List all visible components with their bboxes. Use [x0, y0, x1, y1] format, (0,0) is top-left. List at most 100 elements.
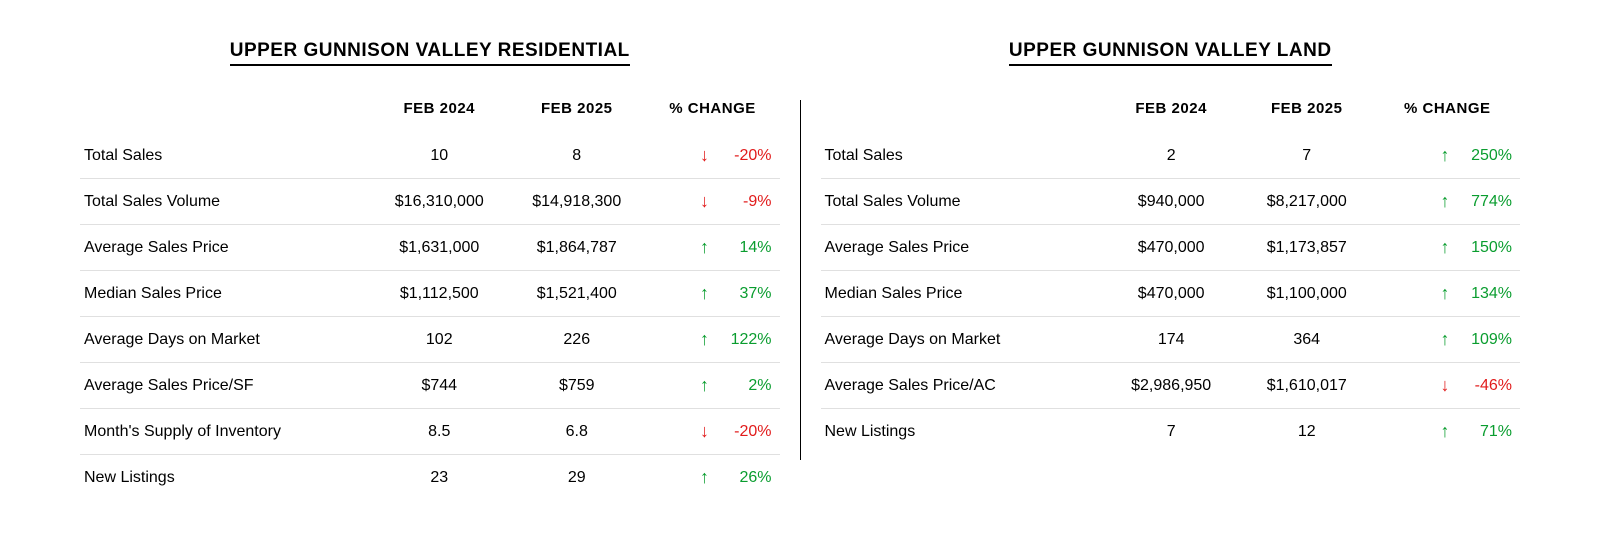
metric-label: Average Sales Price [80, 225, 371, 271]
metric-label: Median Sales Price [80, 271, 371, 317]
percent-change-value: -9% [724, 193, 772, 211]
percent-change: ↑134% [1375, 271, 1520, 317]
percent-change-value: 14% [724, 239, 772, 257]
percent-change: ↑250% [1375, 133, 1520, 179]
percent-change-value: 2% [724, 377, 772, 395]
metric-label: New Listings [80, 455, 371, 501]
percent-change: ↓-20% [645, 409, 779, 455]
percent-change-value: 71% [1464, 423, 1512, 441]
col-change: % CHANGE [645, 92, 779, 133]
percent-change: ↑ 37% [645, 271, 779, 317]
land-title-text: UPPER GUNNISON VALLEY LAND [1009, 40, 1332, 66]
arrow-up-icon: ↑ [696, 467, 714, 488]
value-feb-2024: 10 [371, 133, 508, 179]
value-feb-2025: 6.8 [508, 409, 645, 455]
comparison-report: UPPER GUNNISON VALLEY RESIDENTIAL FEB 20… [0, 0, 1600, 533]
percent-change: ↓-46% [1375, 363, 1520, 409]
value-feb-2024: 102 [371, 317, 508, 363]
metric-label: Month's Supply of Inventory [80, 409, 371, 455]
percent-change: ↑ 109% [1375, 317, 1520, 363]
percent-change-value: 122% [724, 331, 772, 349]
table-row: Average Sales Price/AC$2,986,950$1,610,0… [821, 363, 1521, 409]
value-feb-2024: 23 [371, 455, 508, 501]
metric-label: Median Sales Price [821, 271, 1104, 317]
arrow-up-icon: ↑ [696, 375, 714, 396]
value-feb-2025: $1,173,857 [1239, 225, 1375, 271]
land-panel: UPPER GUNNISON VALLEY LAND FEB 2024 FEB … [801, 30, 1541, 513]
percent-change-value: 26% [724, 469, 772, 487]
metric-label: Total Sales [80, 133, 371, 179]
table-row: Average Sales Price/SF$744$759 ↑ 2% [80, 363, 780, 409]
percent-change-value: -20% [724, 423, 772, 441]
col-feb-2025: FEB 2025 [1239, 92, 1375, 133]
percent-change-value: 134% [1464, 285, 1512, 303]
value-feb-2025: 7 [1239, 133, 1375, 179]
percent-change: ↑ 71% [1375, 409, 1520, 455]
value-feb-2025: $759 [508, 363, 645, 409]
metric-label: Average Sales Price/AC [821, 363, 1104, 409]
col-feb-2025: FEB 2025 [508, 92, 645, 133]
value-feb-2025: 8 [508, 133, 645, 179]
value-feb-2025: 29 [508, 455, 645, 501]
col-feb-2024: FEB 2024 [1103, 92, 1239, 133]
value-feb-2024: $1,631,000 [371, 225, 508, 271]
table-row: Average Days on Market174364 ↑ 109% [821, 317, 1521, 363]
arrow-up-icon: ↑ [1436, 329, 1454, 350]
col-metric [821, 92, 1104, 133]
percent-change: ↓ -20% [645, 133, 779, 179]
percent-change: ↑ 26% [645, 455, 779, 501]
value-feb-2025: 12 [1239, 409, 1375, 455]
table-row: Total Sales108 ↓ -20% [80, 133, 780, 179]
percent-change-value: -20% [724, 147, 772, 165]
metric-label: Total Sales [821, 133, 1104, 179]
table-row: Average Days on Market102226 ↑ 122% [80, 317, 780, 363]
arrow-up-icon: ↑ [696, 329, 714, 350]
arrow-up-icon: ↑ [696, 237, 714, 258]
value-feb-2024: $2,986,950 [1103, 363, 1239, 409]
table-row: Total Sales Volume$16,310,000$14,918,300… [80, 179, 780, 225]
col-feb-2024: FEB 2024 [371, 92, 508, 133]
percent-change: ↑ 150% [1375, 225, 1520, 271]
metric-label: Average Sales Price/SF [80, 363, 371, 409]
table-row: Month's Supply of Inventory8.56.8↓-20% [80, 409, 780, 455]
value-feb-2025: $1,100,000 [1239, 271, 1375, 317]
percent-change-value: 150% [1464, 239, 1512, 257]
metric-label: Total Sales Volume [821, 179, 1104, 225]
percent-change: ↑ 122% [645, 317, 779, 363]
arrow-up-icon: ↑ [1436, 237, 1454, 258]
metric-label: Average Sales Price [821, 225, 1104, 271]
arrow-up-icon: ↑ [1436, 191, 1454, 212]
arrow-up-icon: ↑ [1436, 421, 1454, 442]
table-row: New Listings2329 ↑ 26% [80, 455, 780, 501]
value-feb-2024: $470,000 [1103, 271, 1239, 317]
percent-change: ↓ -9% [645, 179, 779, 225]
value-feb-2024: 174 [1103, 317, 1239, 363]
value-feb-2024: 8.5 [371, 409, 508, 455]
value-feb-2025: $1,521,400 [508, 271, 645, 317]
residential-title: UPPER GUNNISON VALLEY RESIDENTIAL [80, 40, 780, 62]
percent-change-value: 774% [1464, 193, 1512, 211]
arrow-up-icon: ↑ [1436, 145, 1454, 166]
residential-title-text: UPPER GUNNISON VALLEY RESIDENTIAL [230, 40, 630, 66]
value-feb-2024: $16,310,000 [371, 179, 508, 225]
value-feb-2025: $1,864,787 [508, 225, 645, 271]
arrow-up-icon: ↑ [696, 283, 714, 304]
col-metric [80, 92, 371, 133]
value-feb-2025: $1,610,017 [1239, 363, 1375, 409]
col-change: % CHANGE [1375, 92, 1520, 133]
arrow-down-icon: ↓ [696, 145, 714, 166]
table-row: Average Sales Price$470,000$1,173,857↑15… [821, 225, 1521, 271]
value-feb-2024: 2 [1103, 133, 1239, 179]
value-feb-2024: $744 [371, 363, 508, 409]
value-feb-2024: $940,000 [1103, 179, 1239, 225]
metric-label: Average Days on Market [80, 317, 371, 363]
value-feb-2025: 364 [1239, 317, 1375, 363]
value-feb-2025: 226 [508, 317, 645, 363]
percent-change: ↑ 774% [1375, 179, 1520, 225]
metric-label: Average Days on Market [821, 317, 1104, 363]
percent-change: ↑ 14% [645, 225, 779, 271]
value-feb-2025: $14,918,300 [508, 179, 645, 225]
arrow-down-icon: ↓ [696, 191, 714, 212]
percent-change-value: 109% [1464, 331, 1512, 349]
percent-change-value: 37% [724, 285, 772, 303]
